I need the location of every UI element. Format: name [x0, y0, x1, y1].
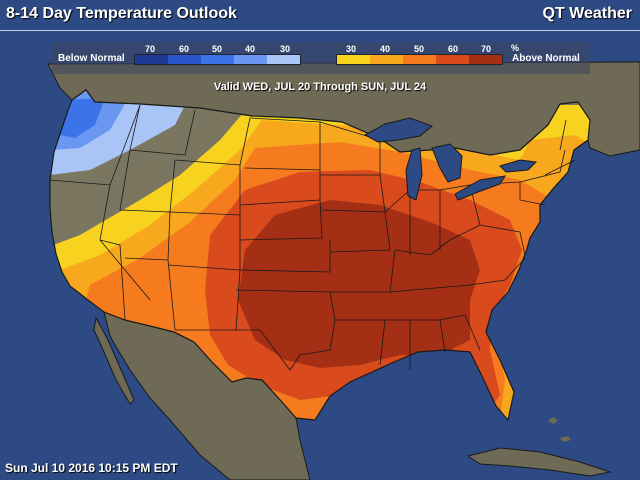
header-divider — [0, 30, 640, 31]
lake-huron — [431, 143, 463, 183]
legend-below-label: Below Normal — [58, 53, 125, 64]
state-borders — [49, 104, 576, 371]
legend-percent: % — [511, 43, 520, 53]
legend-below-scale — [134, 54, 301, 65]
baja-peninsula — [93, 316, 135, 405]
legend-below-tick: 60 — [178, 44, 189, 54]
great-lakes — [363, 117, 538, 201]
legend-swatch-below-30 — [267, 55, 300, 64]
legend-above-label: Above Normal — [512, 53, 580, 64]
legend-swatch-above-40 — [370, 55, 403, 64]
legend-swatch-below-50 — [201, 55, 234, 64]
legend-below-tick: 40 — [244, 44, 255, 54]
legend-above-tick: 40 — [379, 44, 390, 54]
legend-below-tick: 70 — [144, 44, 155, 54]
legend-above-tick: 50 — [413, 44, 424, 54]
lake-superior — [363, 117, 433, 143]
bahamas-land — [548, 417, 571, 442]
zone-above-70 — [238, 200, 480, 368]
lake-michigan — [405, 147, 423, 201]
valid-period: Valid WED, JUL 20 Through SUN, JUL 24 — [213, 81, 427, 93]
legend-swatch-below-70 — [135, 55, 168, 64]
legend-swatch-below-40 — [234, 55, 267, 64]
legend-swatch-below-60 — [168, 55, 201, 64]
timestamp: Sun Jul 10 2016 10:15 PM EDT — [5, 461, 178, 475]
lake-erie — [454, 175, 507, 201]
legend-panel — [52, 42, 590, 74]
legend-below-tick: 30 — [279, 44, 290, 54]
legend-above-tick: 30 — [345, 44, 356, 54]
us-outline — [49, 89, 591, 422]
legend-swatch-above-70 — [469, 55, 502, 64]
cuba-land — [466, 447, 612, 477]
page-title: 8-14 Day Temperature Outlook — [6, 5, 237, 22]
lake-ontario — [499, 159, 538, 173]
legend-swatch-above-30 — [337, 55, 370, 64]
zone-below-50 — [60, 98, 105, 138]
legend-above-scale — [336, 54, 503, 65]
brand-name: QT Weather — [542, 5, 633, 22]
legend-above-tick: 60 — [447, 44, 458, 54]
legend-swatch-above-60 — [436, 55, 469, 64]
legend-above-tick: 70 — [480, 44, 491, 54]
legend-swatch-above-50 — [403, 55, 436, 64]
legend-below-tick: 50 — [211, 44, 222, 54]
